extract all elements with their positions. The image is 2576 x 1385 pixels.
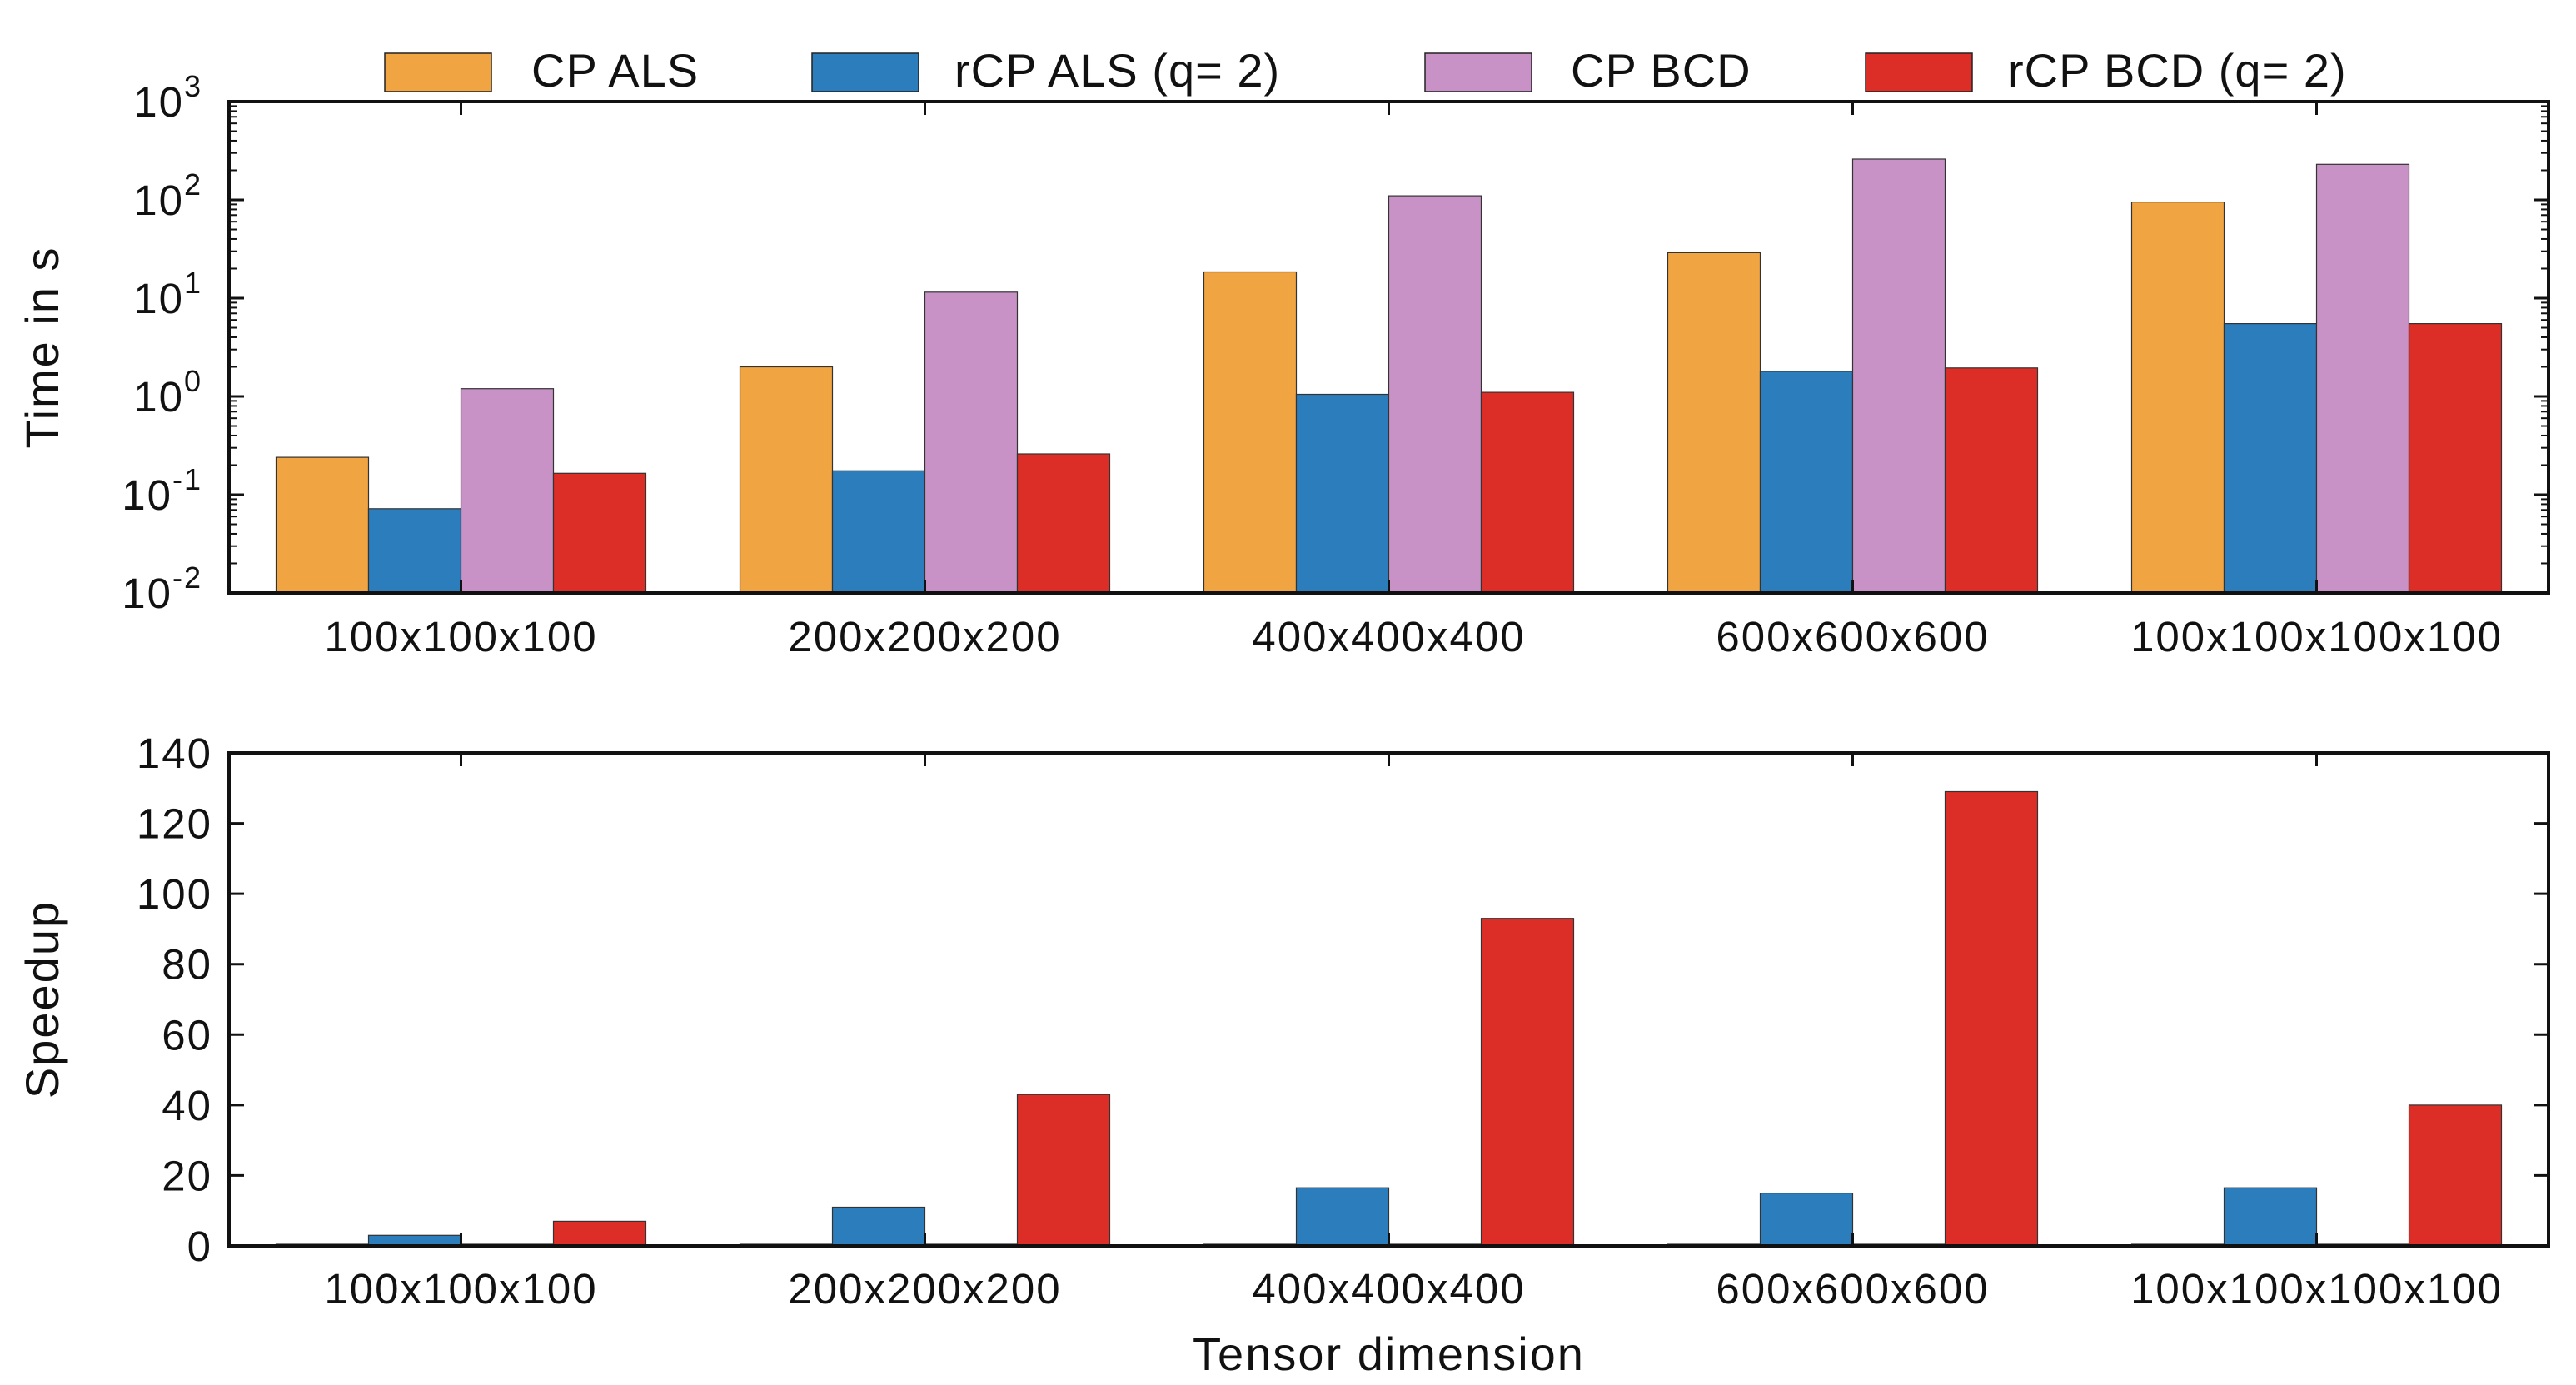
speedup-category-label: 100x100x100 [324, 1265, 597, 1313]
time-bar-cp-als-3[interactable] [1667, 252, 1761, 594]
time-chart: 10-2 10-1 100 101 102 103 100x100x100 200x200x2… [16, 69, 2550, 660]
time-bar-rcp-bcd-q-2-4[interactable] [2408, 323, 2503, 594]
time-bar-rcp-bcd-q-2-3[interactable] [1944, 367, 2039, 594]
speedup-ytick-label: 140 [137, 730, 212, 777]
legend-swatch-rcp-bcd [1865, 52, 1973, 92]
speedup-bar-rcp-bcd-q-2-2[interactable] [1480, 918, 1575, 1247]
time-bar-cp-als-0[interactable] [275, 456, 370, 594]
speedup-plot-frame [227, 751, 2550, 1248]
speedup-ytick-label: 80 [162, 941, 212, 989]
legend-swatch-cp-als [384, 52, 492, 92]
time-bar-rcp-als-q-2-1[interactable] [831, 470, 926, 594]
legend: CP ALS rCP ALS (q= 2) CP BCD rCP BCD (q=… [384, 44, 2347, 97]
speedup-chart: 0 20 40 60 80 100 120 140 100x100x100 200x200x200… [16, 730, 2550, 1380]
time-bar-cp-als-4[interactable] [2130, 202, 2225, 594]
time-ytick-label: 102 [133, 167, 202, 224]
time-bar-rcp-als-q-2-2[interactable] [1295, 393, 1390, 594]
time-ytick-label: 10-1 [122, 462, 202, 519]
time-bar-cp-als-1[interactable] [739, 366, 834, 594]
speedup-bar-rcp-bcd-q-2-3[interactable] [1944, 790, 2039, 1247]
time-ytick-label: 101 [133, 266, 202, 322]
speedup-bar-rcp-bcd-q-2-4[interactable] [2408, 1104, 2503, 1247]
legend-label-cp-als: CP ALS [531, 44, 699, 97]
speedup-category-label: 400x400x400 [1252, 1265, 1525, 1313]
time-category-label: 600x600x600 [1716, 613, 1989, 660]
speedup-bar-rcp-bcd-q-2-0[interactable] [552, 1220, 647, 1247]
speedup-ytick-label: 60 [162, 1011, 212, 1059]
legend-item-cp-als[interactable]: CP ALS [384, 44, 699, 97]
legend-label-rcp-bcd: rCP BCD (q= 2) [2008, 44, 2347, 97]
time-bar-rcp-bcd-q-2-1[interactable] [1016, 453, 1111, 594]
speedup-bar-rcp-bcd-q-2-1[interactable] [1016, 1094, 1111, 1247]
legend-label-cp-bcd: CP BCD [1571, 44, 1751, 97]
time-bar-cp-bcd-0[interactable] [460, 388, 555, 594]
speedup-ytick-label: 100 [137, 870, 212, 918]
time-ytick-label: 10-2 [122, 560, 202, 617]
time-bar-cp-als-2[interactable] [1203, 271, 1298, 594]
speedup-category-label: 200x200x200 [788, 1265, 1061, 1313]
speedup-ytick-label: 20 [162, 1152, 212, 1199]
legend-label-rcp-als: rCP ALS (q= 2) [954, 44, 1280, 97]
speedup-bar-rcp-als-q-2-1[interactable] [831, 1206, 926, 1247]
time-bar-cp-bcd-1[interactable] [924, 291, 1019, 594]
speedup-bar-rcp-als-q-2-2[interactable] [1295, 1187, 1390, 1247]
time-bar-cp-bcd-2[interactable] [1388, 195, 1482, 594]
time-ylabel: Time in s [16, 246, 68, 448]
time-bar-rcp-bcd-q-2-2[interactable] [1480, 391, 1575, 594]
time-category-label: 400x400x400 [1252, 613, 1525, 660]
speedup-ytick-label: 40 [162, 1082, 212, 1129]
time-bar-rcp-als-q-2-3[interactable] [1759, 371, 1854, 594]
time-bar-rcp-als-q-2-4[interactable] [2223, 323, 2318, 594]
legend-item-cp-bcd[interactable]: CP BCD [1424, 44, 1751, 97]
time-category-label: 100x100x100 [324, 613, 597, 660]
speedup-category-label: 600x600x600 [1716, 1265, 1989, 1313]
time-ytick-label: 100 [133, 364, 202, 421]
speedup-ytick-label: 0 [187, 1223, 212, 1270]
legend-item-rcp-als[interactable]: rCP ALS (q= 2) [811, 44, 1280, 97]
speedup-bar-rcp-als-q-2-3[interactable] [1759, 1192, 1854, 1247]
time-ytick-label: 103 [133, 69, 202, 126]
speedup-bar-rcp-als-q-2-4[interactable] [2223, 1187, 2318, 1247]
speedup-ylabel: Speedup [16, 900, 68, 1099]
legend-item-rcp-bcd[interactable]: rCP BCD (q= 2) [1865, 44, 2347, 97]
time-bar-cp-bcd-3[interactable] [1851, 158, 1946, 594]
time-bar-rcp-bcd-q-2-0[interactable] [552, 472, 647, 594]
time-bar-rcp-als-q-2-0[interactable] [367, 508, 462, 594]
time-bar-cp-bcd-4[interactable] [2315, 163, 2410, 594]
speedup-ytick-label: 120 [137, 800, 212, 848]
time-category-label: 200x200x200 [788, 613, 1061, 660]
legend-swatch-cp-bcd [1424, 52, 1532, 92]
time-category-label: 100x100x100x100 [2130, 613, 2503, 660]
speedup-category-label: 100x100x100x100 [2130, 1265, 2503, 1313]
legend-swatch-rcp-als [811, 52, 919, 92]
speedup-xlabel: Tensor dimension [1193, 1328, 1585, 1380]
